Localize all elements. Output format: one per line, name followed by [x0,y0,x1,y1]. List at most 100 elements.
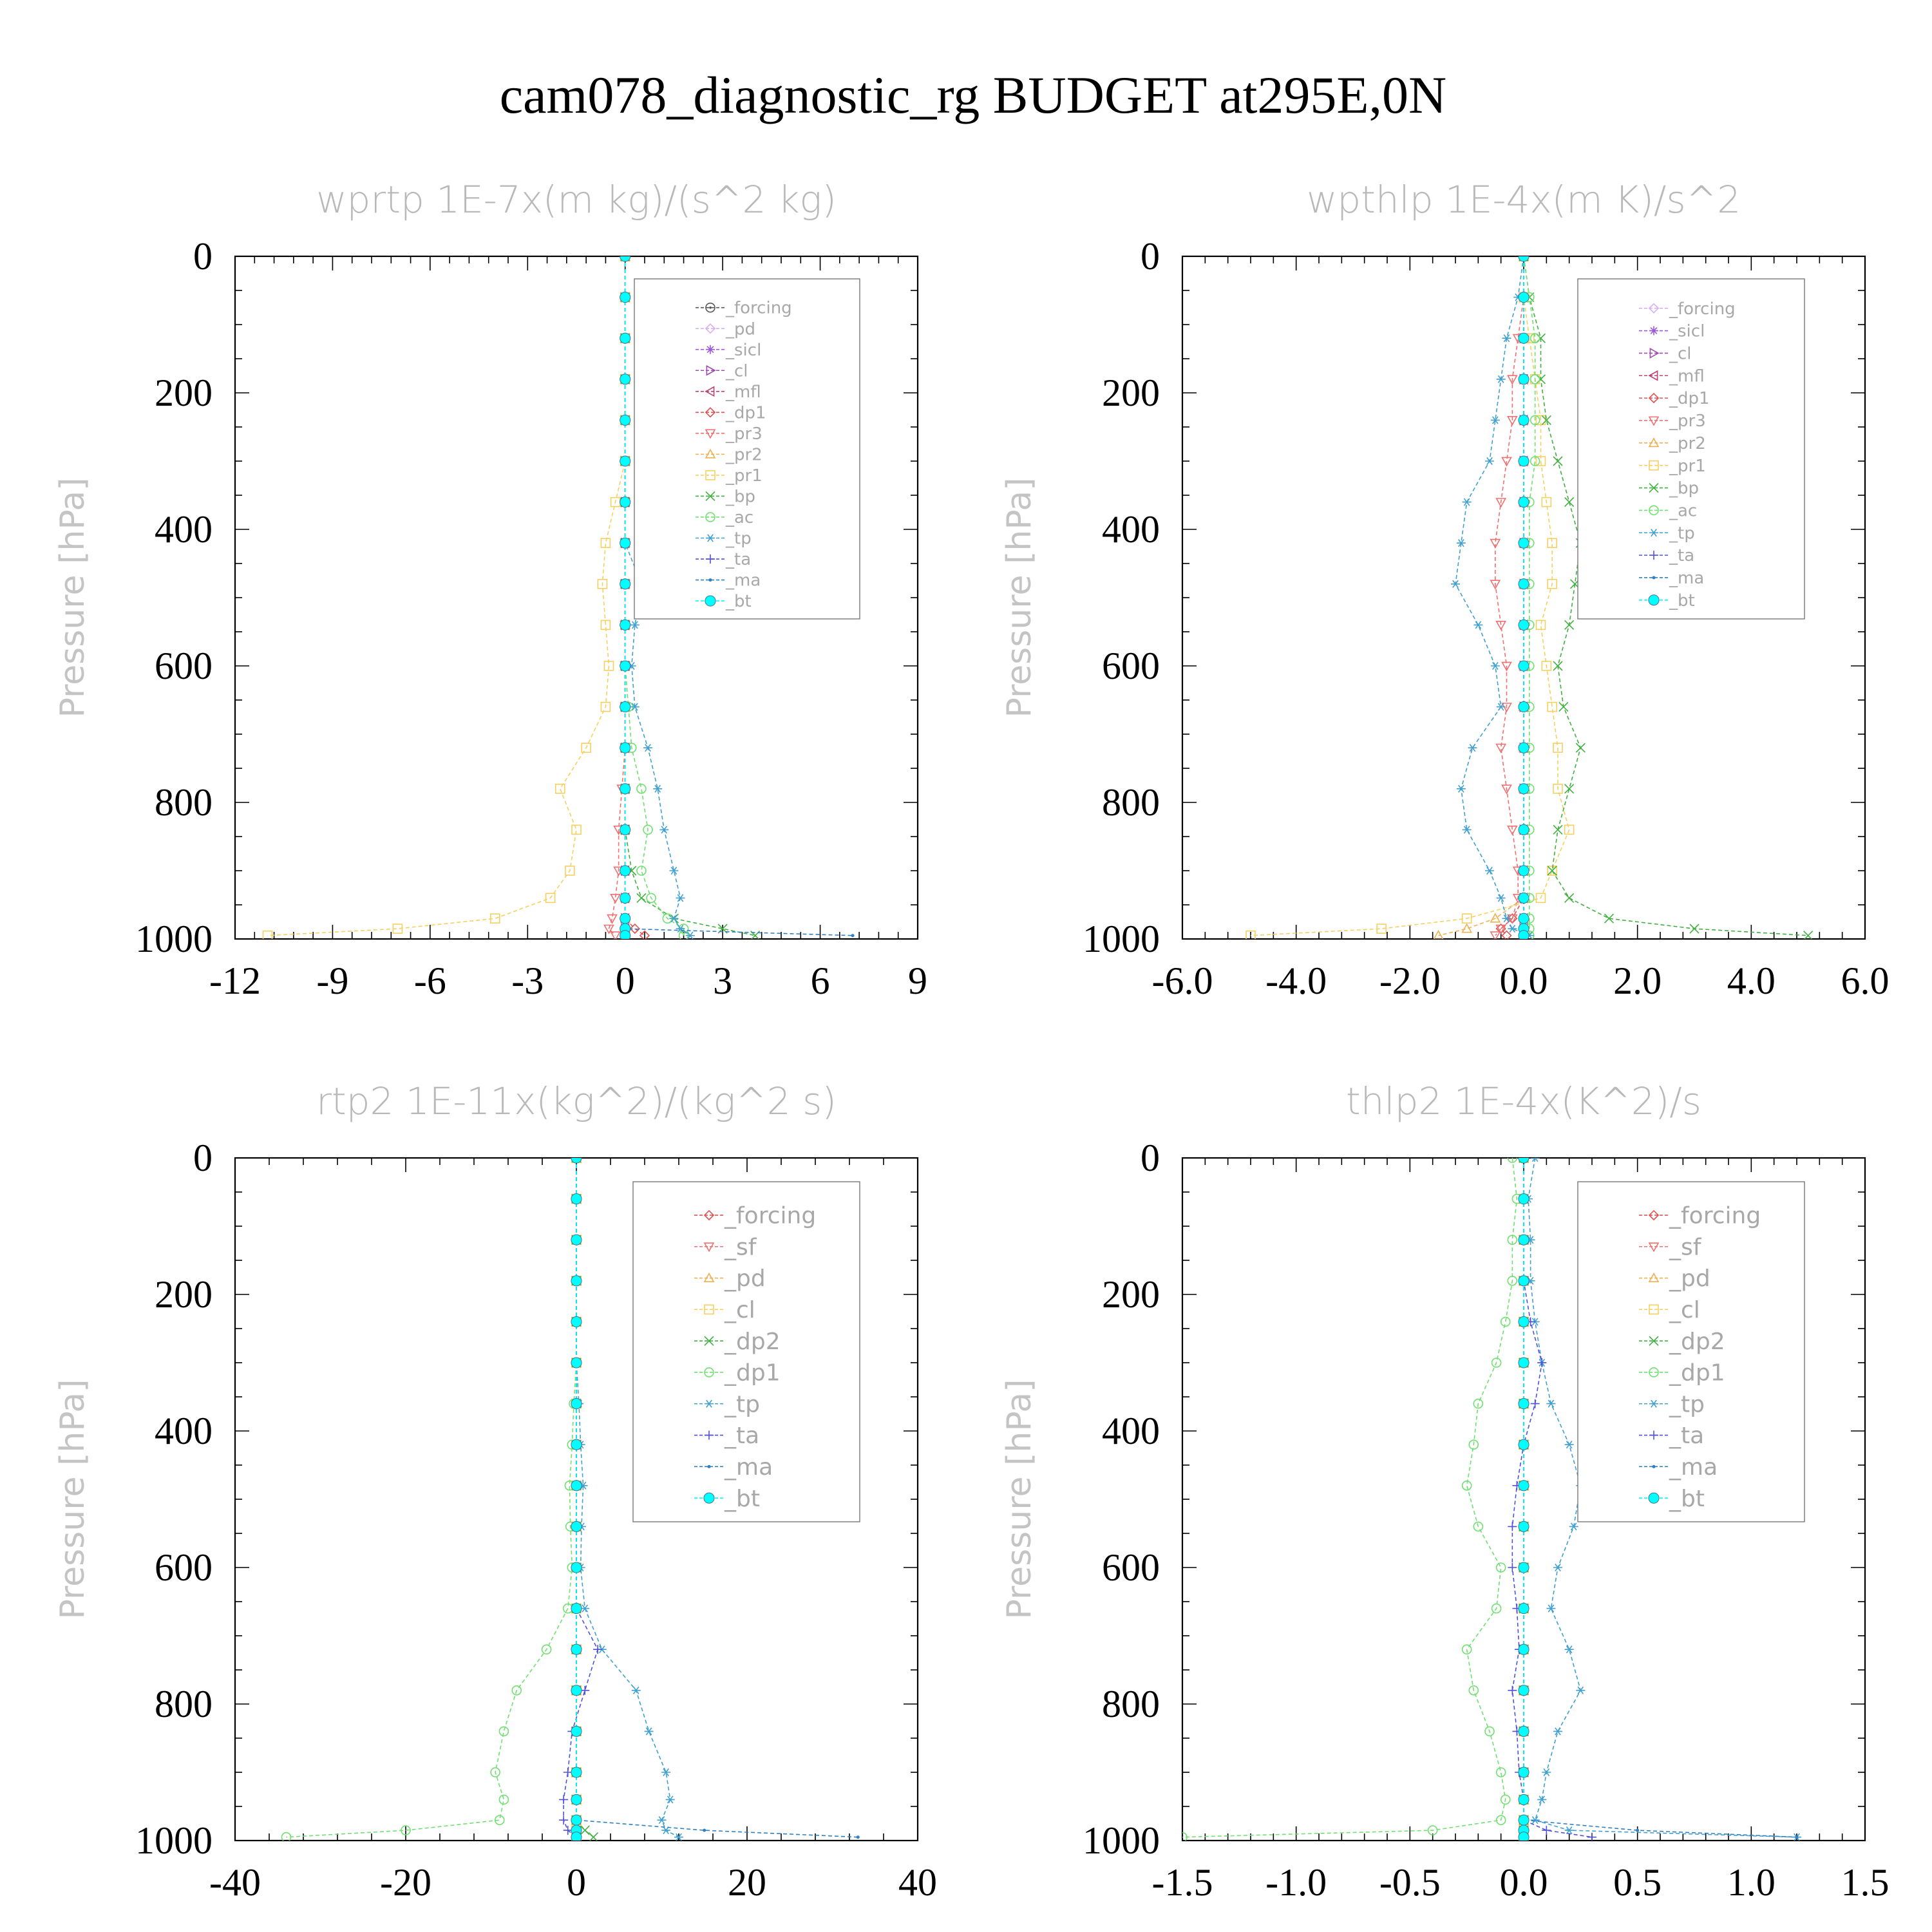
series-markers-bt [1518,1158,1530,1841]
legend-label: _mfl [1669,366,1705,386]
y-tick-label: 800 [155,781,213,824]
y-tick-label: 600 [1102,645,1160,687]
legend-label: _pr3 [1669,412,1706,431]
legend-item-sicl: _sicl [696,341,761,360]
series-markers-pr1 [262,256,630,939]
series-markers-tp [1451,256,1534,939]
panel-title: wprtp 1E-7x(m kg)/(s^2 kg) [316,178,837,222]
legend-item-dp1: _dp1 [1639,1360,1725,1387]
chart-panel-4: thlp2 1E-4x(K^2)/s Pressure [hPa] -1.5 -1.0… [1000,1079,1889,1904]
x-tick-label: 40 [898,1861,937,1904]
legend-label: _forcing [1669,299,1736,319]
x-tick-label: -6.0 [1152,960,1213,1002]
legend-item-forcing: _forcing [1639,299,1736,319]
legend-label: _pr1 [725,466,762,486]
series-line-dp1 [286,1158,577,1838]
x-tick-label: -6 [414,960,446,1002]
y-axis-label: Pressure [hPa] [1000,1379,1039,1620]
legend-item-cl: _cl [1639,345,1692,364]
x-tick-label: 0.0 [1500,1861,1548,1904]
legend-label: _bt [724,1486,760,1512]
legend-item-ac: _ac [696,508,753,527]
y-tick-label: 0 [1141,1137,1160,1179]
series-markers-pr2 [1433,256,1530,939]
series-group [281,1158,860,1841]
legend-label: _pr3 [725,424,762,444]
legend-label: _tp [724,1391,760,1417]
y-tick-label: 400 [1102,508,1160,551]
legend-label: _ac [1669,502,1697,521]
legend-item-dp1: _dp1 [1639,389,1710,408]
x-tick-label: 3 [713,960,732,1002]
legend-item-pr3: _pr3 [696,424,762,444]
legend-item-ma: _ma [1639,569,1704,588]
legend-label: _cl [1669,345,1692,364]
legend-label: _dp2 [724,1329,781,1355]
legend-label: _pd [724,1265,766,1292]
legend-item-ma: _ma [696,571,761,591]
legend-label: _bp [725,488,755,507]
legend-item-pr1: _pr1 [1639,457,1706,476]
series-markers-tp [1524,1158,1801,1841]
series-markers-dp1 [281,1158,582,1841]
legend-label: _cl [725,361,748,381]
series-markers-bt [620,256,631,939]
legend-label: _bt [725,592,752,611]
legend-label: _ta [1669,1423,1704,1449]
legend-item-bt: _bt [694,1486,760,1512]
y-tick-label: 200 [155,1273,213,1316]
series-group [1245,256,1814,939]
series-line-ta [1511,1158,1593,1838]
legend-item-forcing: _forcing [694,1203,816,1229]
x-tick-label: -1.0 [1265,1861,1327,1904]
chart-panel-3: rtp2 1E-11x(kg^2)/(kg^2 s) Pressure [hPa]… [53,1079,937,1904]
legend-label: _sf [1669,1234,1702,1260]
legend-box [1577,1181,1805,1522]
legend-label: _pd [725,319,755,339]
legend-item-bt: _bt [1639,1486,1705,1512]
legend-item-ta: _ta [694,1423,759,1449]
panel-title: rtp2 1E-11x(kg^2)/(kg^2 s) [316,1079,837,1123]
x-tick-label: -12 [209,960,261,1002]
y-tick-label: 0 [193,1137,213,1179]
legend-item-tp: _tp [696,529,752,549]
legend-item-ta: _ta [1639,546,1694,565]
series-line-tp [1455,256,1530,936]
x-tick-label: 2.0 [1613,960,1662,1002]
x-tick-label: -4.0 [1265,960,1327,1002]
x-tick-label: 0 [567,1861,586,1904]
legend-label: _ma [1669,1454,1718,1481]
legend-label: _tp [1669,1391,1705,1417]
legend-item-dp2: _dp2 [1639,1329,1725,1355]
legend-item-tp: _tp [1639,524,1695,543]
legend-label: _pr2 [725,445,762,464]
x-tick-label: -40 [209,1861,261,1904]
legend-label: _bt [1669,1486,1705,1512]
y-tick-label: 200 [1102,372,1160,414]
legend-label: _mfl [725,383,761,402]
legend-label: _sf [724,1234,757,1260]
panel-title: wpthlp 1E-4x(m K)/s^2 [1307,178,1741,222]
legend-item-tp: _tp [1639,1391,1705,1417]
y-tick-label: 800 [1102,1683,1160,1725]
y-tick-label: 0 [1141,235,1160,278]
legend-item-sf: _sf [694,1234,757,1260]
series-line-bp [1523,256,1808,936]
legend-item-pr2: _pr2 [696,445,762,464]
y-tick-label: 600 [1102,1546,1160,1589]
series-line-tp [1528,1158,1797,1838]
x-tick-label: 1.0 [1727,1861,1776,1904]
legend: _forcing _sf _pd _cl _dp2 _dp1 _tp _ta _ma _bt [632,1181,860,1522]
legend-label: _sicl [725,341,761,360]
legend-label: _bp [1669,479,1699,498]
series-markers-pr3 [1490,256,1530,939]
legend-label: _sicl [1669,322,1705,341]
legend-item-ta: _ta [696,550,751,569]
figure-title: cam078_diagnostic_rg BUDGET at295E,0N [500,66,1446,124]
legend-item-dp2: _dp2 [694,1329,781,1355]
x-tick-label: 4.0 [1727,960,1776,1002]
series-markers-ta [559,1158,603,1841]
legend-label: _tp [725,529,752,549]
legend-item-bp: _bp [1639,479,1699,498]
legend-label: _cl [1669,1297,1700,1323]
